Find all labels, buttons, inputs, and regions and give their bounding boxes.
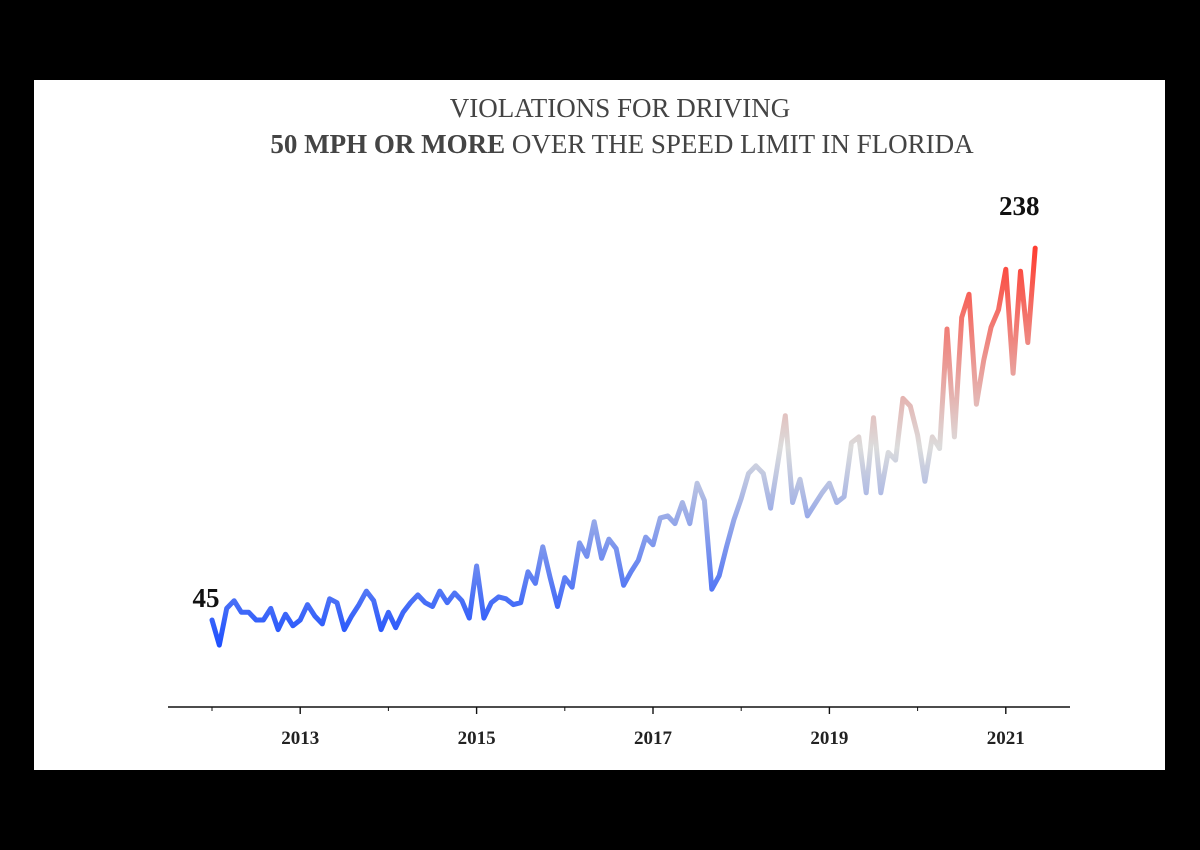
x-tick-label: 2017 (634, 728, 673, 749)
series-line (209, 245, 1038, 648)
x-tick-label: 2013 (281, 728, 319, 749)
chart-title-line1: VIOLATIONS FOR DRIVING (450, 93, 791, 123)
chart-title-line2: 50 MPH OR MORE OVER THE SPEED LIMIT IN F… (270, 129, 974, 159)
x-tick-label: 2021 (987, 728, 1025, 749)
last-value-label: 238 (999, 191, 1040, 221)
first-value-label: 45 (193, 583, 220, 613)
x-tick-label: 2015 (458, 728, 496, 749)
title-rest-part: OVER THE SPEED LIMIT IN FLORIDA (505, 129, 974, 159)
title-bold-part: 50 MPH OR MORE (270, 129, 505, 159)
chart-panel (34, 80, 1165, 770)
x-tick-label: 2019 (810, 728, 848, 749)
